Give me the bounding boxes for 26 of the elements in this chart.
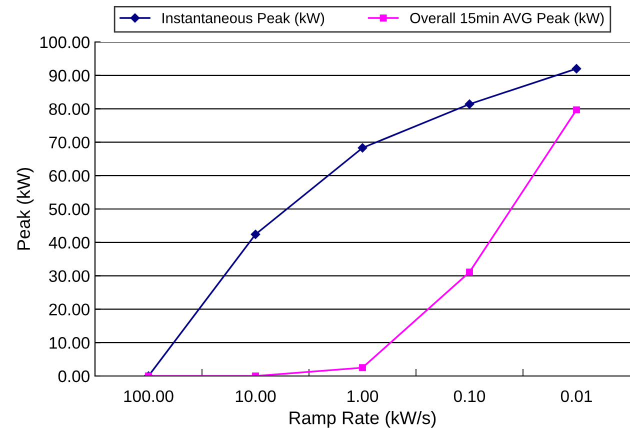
- y-tick-label: 10.00: [50, 337, 90, 349]
- y-tick-label: 30.00: [49, 270, 90, 282]
- x-tick-label: 0.10: [454, 390, 486, 402]
- y-tick-label: 0.00: [58, 370, 90, 382]
- x-tick-label: 1.00: [348, 390, 378, 402]
- x-axis-title: Ramp Rate (kW/s): [290, 410, 436, 428]
- point: [573, 106, 580, 114]
- point: [466, 268, 473, 276]
- point: [572, 64, 582, 74]
- y-tick-label: 20.00: [49, 304, 90, 316]
- legend-label: Instantaneous Peak (kW): [162, 12, 324, 26]
- y-tick-label: 50.00: [49, 203, 90, 216]
- y-tick-label: 100.00: [40, 36, 90, 48]
- y-axis-title: Peak (kW): [16, 168, 34, 250]
- legend-label: Overall 15min AVG Peak (kW): [410, 12, 604, 26]
- point: [464, 100, 474, 109]
- point: [250, 230, 260, 240]
- point: [358, 143, 368, 152]
- x-tick-label: 10.00: [236, 390, 276, 402]
- y-tick-label: 90.00: [49, 70, 90, 82]
- x-tick-label: 0.01: [560, 390, 592, 402]
- y-tick-label: 70.00: [49, 136, 90, 148]
- y-tick-label: 80.00: [49, 103, 90, 116]
- y-tick-label: 40.00: [48, 236, 90, 249]
- y-tick-label: 60.00: [49, 170, 90, 182]
- x-tick-label: 100.00: [124, 390, 174, 402]
